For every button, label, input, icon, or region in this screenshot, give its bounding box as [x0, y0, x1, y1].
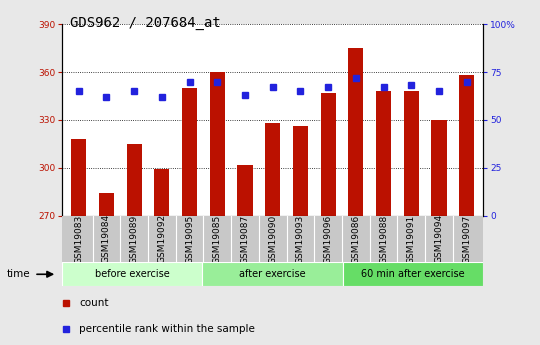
Bar	[321, 93, 336, 216]
Bar	[154, 169, 170, 216]
Bar	[182, 88, 197, 216]
Text: GSM19096: GSM19096	[323, 214, 333, 264]
Text: after exercise: after exercise	[239, 269, 306, 279]
Text: GSM19097: GSM19097	[462, 214, 471, 264]
Text: GSM19083: GSM19083	[74, 214, 83, 264]
Bar	[126, 144, 142, 216]
Bar	[71, 139, 86, 216]
Text: GSM19087: GSM19087	[240, 214, 249, 264]
Text: GSM19084: GSM19084	[102, 214, 111, 264]
Text: GSM19085: GSM19085	[213, 214, 222, 264]
Bar	[431, 120, 447, 216]
Text: percentile rank within the sample: percentile rank within the sample	[79, 324, 255, 334]
Text: GSM19092: GSM19092	[157, 214, 166, 264]
Bar	[210, 72, 225, 216]
Text: count: count	[79, 298, 109, 308]
Bar	[202, 262, 343, 286]
Text: GSM19090: GSM19090	[268, 214, 277, 264]
Bar	[62, 262, 202, 286]
Bar	[99, 193, 114, 216]
Bar	[348, 48, 363, 216]
Text: GSM19094: GSM19094	[435, 214, 443, 264]
Bar	[403, 91, 419, 216]
Text: before exercise: before exercise	[95, 269, 170, 279]
Bar	[238, 165, 253, 216]
Bar	[293, 126, 308, 216]
Text: 60 min after exercise: 60 min after exercise	[361, 269, 465, 279]
Text: GSM19089: GSM19089	[130, 214, 139, 264]
Bar	[459, 75, 474, 216]
Text: GSM19086: GSM19086	[352, 214, 360, 264]
Bar	[343, 262, 483, 286]
Text: GSM19091: GSM19091	[407, 214, 416, 264]
Text: GSM19093: GSM19093	[296, 214, 305, 264]
Bar	[265, 123, 280, 216]
Text: GSM19095: GSM19095	[185, 214, 194, 264]
Text: GSM19088: GSM19088	[379, 214, 388, 264]
Bar	[376, 91, 391, 216]
Text: GDS962 / 207684_at: GDS962 / 207684_at	[70, 16, 221, 30]
Text: time: time	[6, 269, 30, 279]
